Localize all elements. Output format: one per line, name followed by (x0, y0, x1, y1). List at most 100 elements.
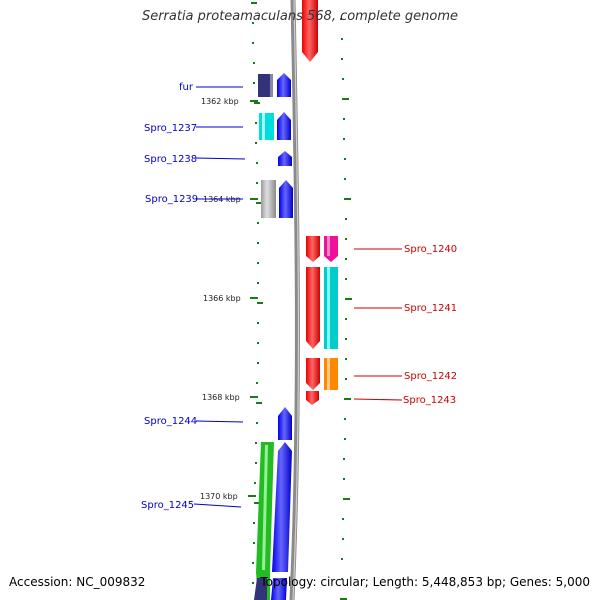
tick-mark (257, 302, 263, 304)
tick-mark (344, 158, 346, 160)
gene-label-spro-1244[interactable]: Spro_1244 (144, 416, 197, 427)
tick-mark (341, 58, 343, 60)
tick-mark (344, 198, 351, 200)
tick-mark (256, 402, 262, 404)
tick-mark (340, 598, 347, 600)
tick-mark (342, 518, 344, 520)
tick-mark (341, 578, 343, 580)
tick-mark (255, 442, 257, 444)
tick-mark (252, 22, 254, 24)
gene-arrow-fur[interactable] (277, 73, 291, 97)
tick-mark (345, 238, 347, 240)
genome-backbone-highlight (292, 0, 300, 600)
gene-label-spro-1245[interactable]: Spro_1245 (141, 500, 194, 511)
tick-mark (252, 42, 254, 44)
tick-mark (254, 502, 260, 504)
tick-mark (252, 582, 254, 584)
gene-label-spro-1240[interactable]: Spro_1240 (404, 244, 457, 255)
tick-mark (345, 278, 347, 280)
tick-mark (251, 2, 257, 4)
gene-label-spro-1241[interactable]: Spro_1241 (404, 303, 457, 314)
tick-mark (256, 182, 258, 184)
tick-mark (257, 222, 259, 224)
scale-label-1362: 1362 kbp (201, 97, 239, 106)
tick-mark (255, 142, 257, 144)
gene-arrow-spro-1237[interactable] (277, 112, 291, 140)
cog-bar-fur (258, 74, 273, 97)
gene-arrow-spro-1241[interactable] (306, 267, 320, 349)
tick-mark (345, 378, 347, 380)
scale-label-1368: 1368 kbp (202, 393, 240, 402)
label-line-spro-1238 (195, 157, 246, 160)
cog-bar-spro-1239 (261, 180, 276, 218)
gene-arrow-spro-1242[interactable] (306, 358, 320, 390)
tick-mark (343, 118, 345, 120)
tick-mark (254, 102, 260, 104)
label-line-spro-1244 (195, 420, 244, 423)
gene-arrow-spro-1239[interactable] (279, 180, 293, 218)
gene-label-spro-1237[interactable]: Spro_1237 (144, 123, 197, 134)
gene-label-spro-1238[interactable]: Spro_1238 (144, 154, 197, 165)
tick-mark (345, 318, 347, 320)
tick-mark (257, 242, 259, 244)
tick-mark (256, 202, 262, 204)
gene-label-spro-1242[interactable]: Spro_1242 (404, 371, 457, 382)
tick-mark (344, 398, 351, 400)
gene-arrow-top[interactable] (302, 0, 318, 62)
tick-mark (344, 178, 346, 180)
tick-mark (257, 322, 259, 324)
tick-mark (256, 162, 258, 164)
tick-mark (342, 98, 349, 100)
tick-mark (341, 558, 343, 560)
genome-backbone (289, 0, 300, 600)
tick-mark (345, 358, 347, 360)
tick-mark (255, 122, 257, 124)
tick-mark (343, 478, 345, 480)
tick-mark (341, 38, 343, 40)
label-line-spro-1243 (353, 398, 403, 401)
tick-mark (345, 258, 347, 260)
tick-mark (253, 542, 255, 544)
left-genes: fur Spro_1237 Spro_1238 Spro_1239 Spro_1… (141, 73, 293, 600)
tick-mark (343, 458, 345, 460)
gene-label-fur[interactable]: fur (179, 82, 194, 93)
accession-label: Accession: NC_009832 (9, 575, 146, 589)
tick-mark (345, 218, 347, 220)
gene-label-spro-1239[interactable]: Spro_1239 (145, 194, 198, 205)
tick-mark (343, 498, 350, 500)
scale-labels: 1362 kbp 1364 kbp 1366 kbp 1368 kbp 1370… (200, 97, 258, 501)
cog-bar-spro-1242 (324, 358, 338, 390)
gene-arrow-spro-1243[interactable] (306, 391, 319, 405)
cog-bar-spro-1237 (259, 113, 274, 140)
gene-label-spro-1243[interactable]: Spro_1243 (403, 395, 456, 406)
gene-arrow-spro-1240[interactable] (306, 236, 320, 262)
right-genes: Spro_1240 Spro_1241 Spro_1242 Spro_1243 (306, 236, 457, 406)
tick-marks (251, 2, 352, 600)
tick-mark (256, 382, 258, 384)
tick-mark (340, 18, 342, 20)
cog-bar-spro-1241 (324, 267, 338, 349)
gene-arrow-spro-1244[interactable] (278, 407, 292, 440)
tick-mark (345, 298, 352, 300)
scale-label-1366: 1366 kbp (203, 294, 241, 303)
gene-arrow-spro-1238[interactable] (278, 151, 292, 166)
tick-mark (257, 362, 259, 364)
gene-arrow-spro-1245[interactable] (272, 442, 292, 572)
cog-arrow-spro-1240 (324, 236, 338, 262)
label-line-spro-1245 (193, 503, 242, 508)
gene-arrow-bottom[interactable] (254, 578, 267, 600)
tick-mark (257, 282, 259, 284)
tick-mark (343, 138, 345, 140)
tick-mark (256, 422, 258, 424)
tick-mark (342, 538, 344, 540)
tick-mark (255, 462, 257, 464)
topology-label: Topology: circular; Length: 5,448,853 bp… (260, 575, 590, 589)
tick-mark (342, 78, 344, 80)
map-title: Serratia proteamaculans 568, complete ge… (141, 9, 459, 24)
tick-mark (344, 418, 346, 420)
tick-mark (257, 262, 259, 264)
tick-mark (345, 338, 347, 340)
tick-mark (257, 342, 259, 344)
tick-mark (253, 62, 255, 64)
